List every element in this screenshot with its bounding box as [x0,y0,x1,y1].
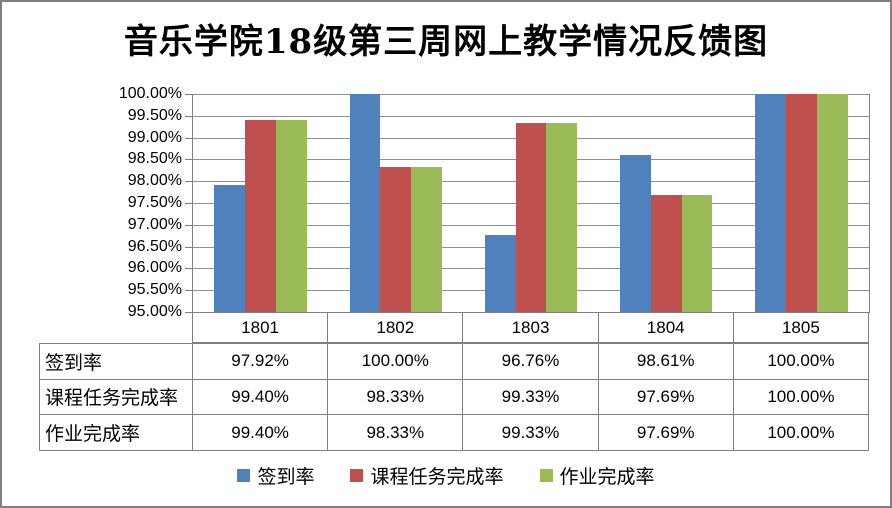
y-axis-tick [185,181,193,183]
legend-item: 作业完成率 [539,462,655,489]
data-table: 签到率 97.92% 100.00% 96.76% 98.61% 100.00% 课程任务完… [39,343,869,451]
table-cell-签到率-1802: 100.00% [328,344,464,380]
legend-item: 签到率 [237,462,314,489]
y-axis-tick [185,203,193,204]
table-row-header: 课程任务完成率 [40,379,193,416]
chart-title-prefix: 音乐学院 [123,22,264,62]
y-axis-tick [185,290,193,292]
table-cell-签到率-1805: 100.00% [733,344,869,380]
chart-title: 音乐学院18级第三周网上教学情况反馈图 [2,14,890,63]
y-tick-label: 100.00% [118,85,182,102]
y-tick-label: 97.50% [127,194,182,211]
bar-课程任务完成率-1803 [515,123,547,312]
y-axis-tick [185,224,193,226]
table-cell-作业完成率-1805: 100.00% [733,415,869,451]
gridline [193,115,869,117]
table-cell-签到率-1801: 97.92% [193,344,329,380]
y-tick-label: 98.50% [127,150,182,168]
table-cell-作业完成率-1804: 97.69% [598,415,734,451]
bar-作业完成率-1801 [276,120,307,312]
y-axis-tick [185,115,193,117]
y-axis-tick [185,94,193,95]
table-cell-作业完成率-1801: 99.40% [193,415,329,451]
y-tick-label: 95.50% [127,281,182,299]
y-tick-label: 98.00% [127,172,182,190]
bar-课程任务完成率-1801 [245,120,276,312]
y-tick-label: 99.00% [127,128,182,146]
table-cell-课程任务完成率-1802: 98.33% [328,379,464,416]
legend-label: 作业完成率 [559,465,655,488]
category-label: 1803 [463,312,599,343]
legend-label: 签到率 [257,465,315,488]
category-label: 1802 [328,312,464,343]
y-axis-tick [185,159,193,161]
table-row-header: 签到率 [40,344,193,380]
y-tick-label: 96.50% [127,237,182,255]
legend-swatch [350,468,364,482]
bar-签到率-1803 [484,235,516,312]
bar-签到率-1802 [349,94,381,312]
table-cell-课程任务完成率-1801: 99.40% [193,379,329,416]
table-cell-课程任务完成率-1805: 100.00% [733,379,869,416]
category-label: 1804 [598,312,734,343]
table-cell-作业完成率-1803: 99.33% [463,415,599,451]
gridline [193,94,869,95]
bar-作业完成率-1804 [681,194,713,312]
bar-签到率-1805 [755,94,786,312]
table-row-header: 作业完成率 [40,415,193,451]
bar-签到率-1804 [620,154,651,312]
y-tick-label: 97.00% [127,215,182,233]
y-tick-label: 95.00% [127,303,182,320]
legend-item: 课程任务完成率 [350,462,504,489]
y-axis-tick [185,268,193,270]
y-axis-tick [185,137,193,139]
table-cell-作业完成率-1802: 98.33% [328,415,464,451]
table-cell-课程任务完成率-1804: 97.69% [598,379,734,416]
table-cell-签到率-1804: 98.61% [598,344,734,380]
legend-swatch [539,468,553,482]
chart-title-grade: 18 [263,22,314,62]
y-tick-label: 96.00% [127,259,182,277]
bar-签到率-1801 [214,184,246,312]
category-label: 1805 [733,312,869,343]
y-axis-tick [185,246,193,248]
bar-作业完成率-1802 [411,166,442,312]
table-cell-签到率-1803: 96.76% [463,344,599,380]
plot-area [185,94,870,313]
legend-label: 课程任务完成率 [370,465,504,488]
category-axis-row: 1801 1802 1803 1804 1805 [192,312,869,343]
legend: 签到率 课程任务完成率 作业完成率 [2,458,890,492]
y-axis-tick [185,312,193,313]
bar-课程任务完成率-1804 [650,194,682,312]
bar-作业完成率-1805 [816,94,848,312]
chart-title-suffix: 级第三周网上教学情况反馈图 [313,22,769,62]
bar-课程任务完成率-1802 [380,166,412,312]
bar-课程任务完成率-1805 [786,94,817,312]
table-cell-课程任务完成率-1803: 99.33% [463,379,599,416]
legend-swatch [237,468,251,482]
y-tick-label: 99.50% [127,106,182,124]
category-label: 1801 [193,312,329,343]
y-axis-labels: 100.00% 99.50% 99.00% 98.50% 98.00% 97.50% 97.… [2,86,182,320]
bar-作业完成率-1803 [546,123,578,312]
